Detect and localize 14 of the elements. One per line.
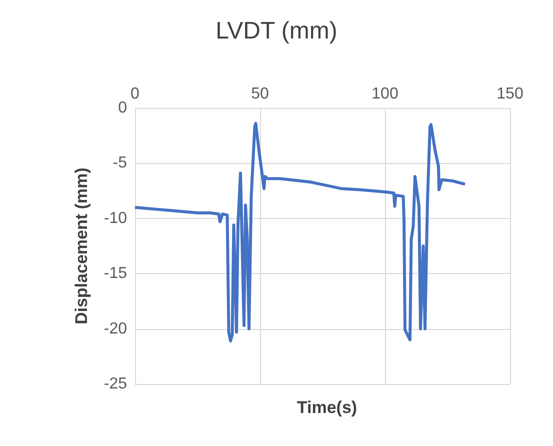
line-series — [134, 122, 466, 342]
x-axis-title: Time(s) — [296, 398, 358, 417]
y-tick-label: -10 — [104, 210, 128, 227]
y-tick-label: -15 — [104, 265, 128, 282]
x-tick-label: 150 — [496, 86, 524, 102]
y-tick-label: -20 — [104, 320, 128, 338]
x-tick-label: 100 — [372, 86, 398, 102]
x-tick-label: 0 — [130, 86, 140, 102]
y-axis-title: Displacement (mm) — [72, 168, 91, 324]
chart-title: LVDT (mm) — [216, 18, 338, 44]
y-tick-label: -25 — [104, 376, 128, 392]
x-tick-label: 50 — [251, 86, 269, 102]
y-tick-label: -5 — [112, 154, 128, 172]
y-tick-label: 0 — [118, 100, 128, 116]
